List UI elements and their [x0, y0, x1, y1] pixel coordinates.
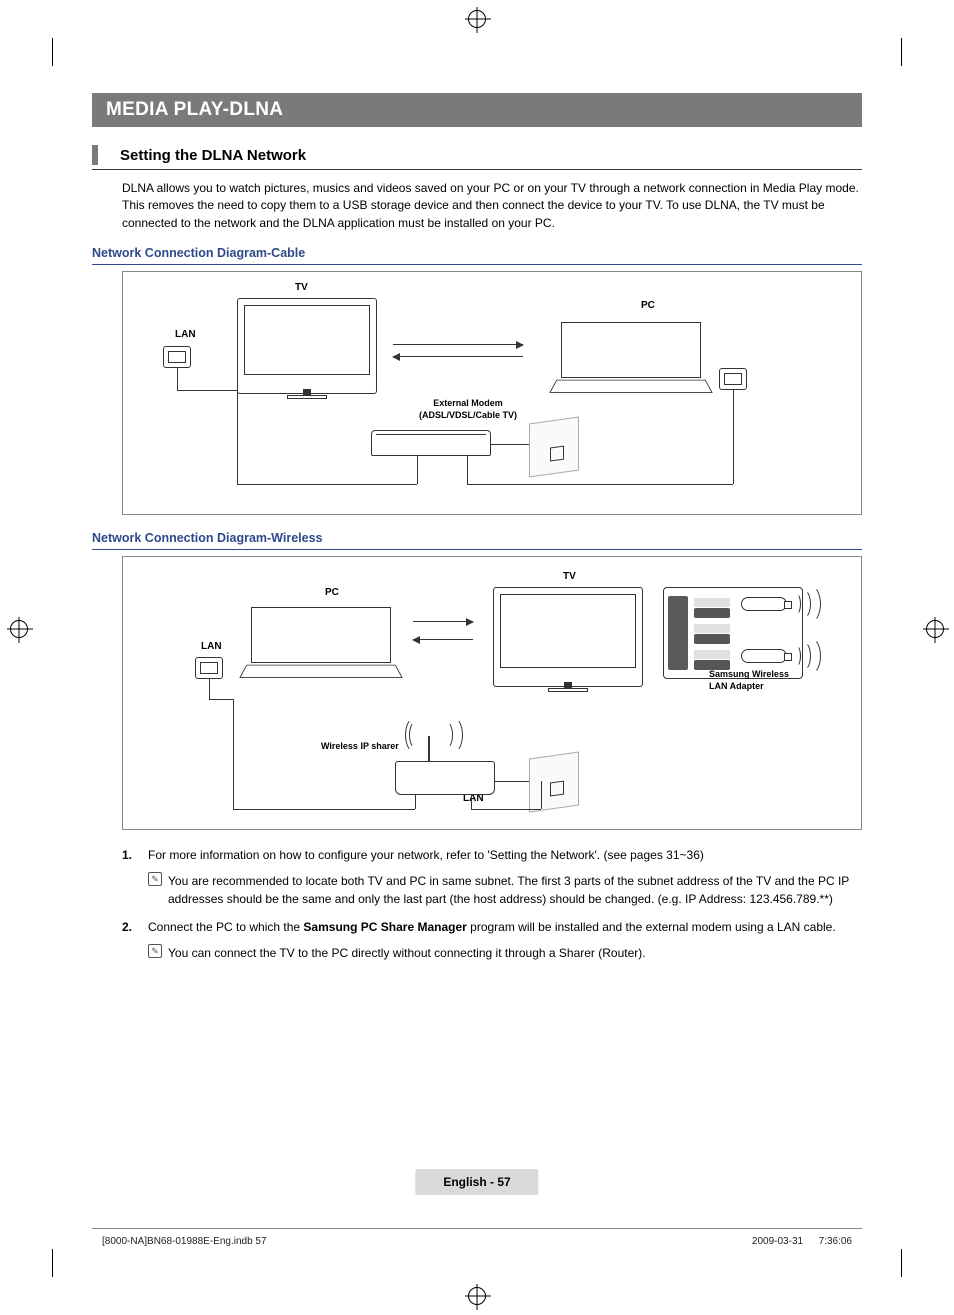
diagram-wireless: TV PC LAN LAN or	[122, 556, 862, 830]
diagram2-rule	[92, 549, 862, 550]
note-icon: ✎	[148, 944, 162, 958]
arrow-left-icon	[413, 639, 473, 640]
laptop-icon	[251, 607, 391, 679]
tv-icon	[237, 298, 377, 394]
note-text: You are recommended to locate both TV an…	[168, 872, 862, 908]
section-intro: DLNA allows you to watch pictures, music…	[122, 180, 862, 232]
arrow-right-icon	[413, 621, 473, 622]
step-number: 1.	[122, 846, 140, 864]
wall-jack-icon	[529, 417, 579, 478]
modem-icon	[371, 430, 491, 456]
registration-mark-right	[926, 620, 944, 638]
step-note: ✎ You are recommended to locate both TV …	[148, 872, 862, 908]
step-text: For more information on how to configure…	[148, 846, 704, 864]
registration-mark-left	[10, 620, 28, 638]
wireless-router-icon	[395, 761, 495, 795]
note-icon: ✎	[148, 872, 162, 886]
diagram2-heading: Network Connection Diagram-Wireless	[92, 531, 862, 545]
laptop-icon	[561, 322, 701, 394]
section-rule	[92, 169, 862, 170]
instruction-list: 1. For more information on how to config…	[122, 846, 862, 962]
d1-label-modem2: (ADSL/VDSL/Cable TV)	[413, 410, 523, 420]
footer-rule	[92, 1228, 862, 1229]
wall-jack-icon	[529, 752, 579, 813]
arrow-right-icon	[393, 344, 523, 345]
list-item: 2. Connect the PC to which the Samsung P…	[122, 918, 862, 936]
wifi-waves-icon	[799, 637, 821, 675]
wifi-waves-icon	[443, 717, 463, 753]
lan-jack-icon	[163, 346, 191, 368]
tv-icon	[493, 587, 643, 687]
step-text: Connect the PC to which the Samsung PC S…	[148, 918, 836, 936]
wifi-waves-icon	[405, 717, 425, 753]
d2-label-adapter2: LAN Adapter	[709, 681, 764, 691]
page-frame: MEDIA PLAY-DLNA Setting the DLNA Network…	[52, 38, 902, 1277]
note-text: You can connect the TV to the PC directl…	[168, 944, 646, 962]
d2-label-lan-left: LAN	[201, 641, 222, 652]
diagram1-heading: Network Connection Diagram-Cable	[92, 246, 862, 260]
d2-label-tv: TV	[563, 571, 576, 582]
arrow-left-icon	[393, 356, 523, 357]
section-title: Setting the DLNA Network	[120, 147, 306, 164]
lan-jack-icon	[195, 657, 223, 679]
footer-datetime: 2009-03-31 7:36:06	[752, 1236, 852, 1247]
list-item: 1. For more information on how to config…	[122, 846, 862, 864]
d1-label-modem1: External Modem	[413, 398, 523, 408]
d1-label-pc: PC	[641, 300, 655, 311]
section-marker-icon	[92, 145, 98, 165]
registration-mark-top	[468, 10, 486, 28]
section-header: Setting the DLNA Network	[92, 145, 862, 165]
registration-mark-bottom	[468, 1287, 486, 1305]
d1-label-lan-left: LAN	[175, 329, 196, 340]
page-title-bar: MEDIA PLAY-DLNA	[92, 93, 862, 127]
diagram-cable: TV PC LAN LAN External Modem (ADSL/VDSL/…	[122, 271, 862, 515]
d2-label-adapter1: Samsung Wireless	[709, 669, 789, 679]
diagram1-rule	[92, 264, 862, 265]
step-note: ✎ You can connect the TV to the PC direc…	[148, 944, 862, 962]
d1-label-tv: TV	[295, 282, 308, 293]
step-number: 2.	[122, 918, 140, 936]
lan-jack-icon	[719, 368, 747, 390]
page-title: MEDIA PLAY-DLNA	[106, 99, 283, 120]
d2-label-router: Wireless IP sharer	[321, 741, 399, 751]
usb-dongle-icon	[741, 597, 787, 611]
footer-file: [8000-NA]BN68-01988E-Eng.indb 57	[102, 1236, 267, 1247]
page-number-badge: English - 57	[415, 1169, 538, 1195]
d2-label-pc: PC	[325, 587, 339, 598]
usb-dongle-icon	[741, 649, 787, 663]
wifi-waves-icon	[799, 585, 821, 623]
